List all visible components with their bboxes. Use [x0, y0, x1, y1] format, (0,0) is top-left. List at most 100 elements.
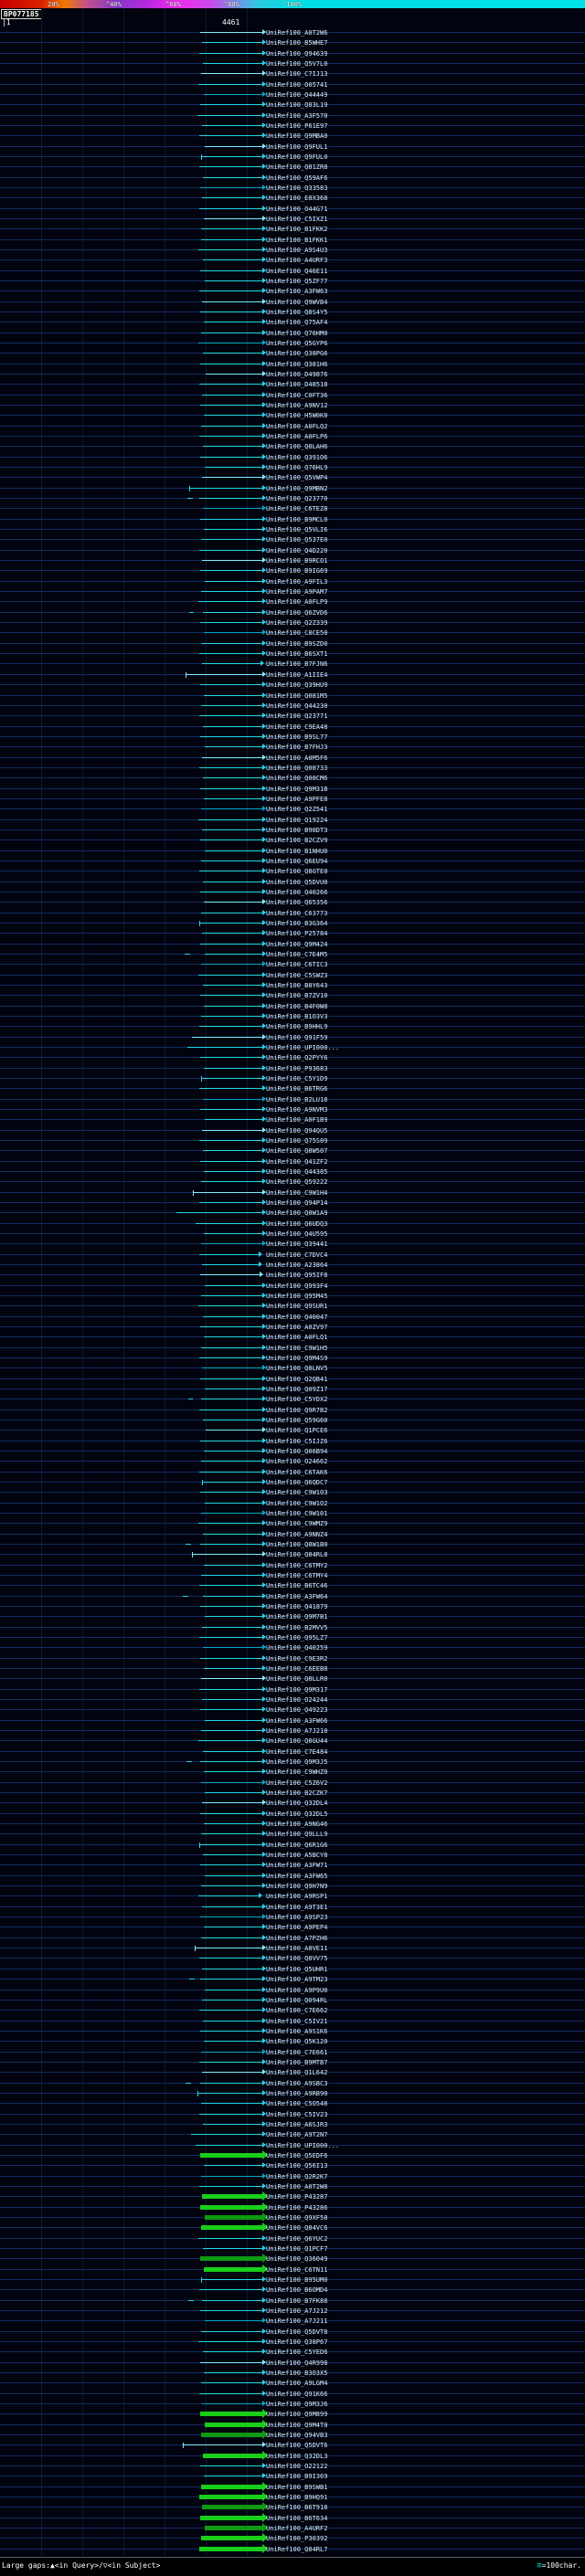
- hit-row: UniRef100_Q9FUL1: [0, 142, 585, 153]
- hit-bar: [200, 1492, 262, 1493]
- arrowhead-icon: [262, 2028, 266, 2033]
- row-guideline: [0, 1906, 585, 1907]
- hit-bar: [200, 2256, 262, 2261]
- hit-row: UniRef100_A9NG46: [0, 1819, 585, 1830]
- arrowhead-icon: [262, 2018, 266, 2023]
- arrowhead-icon: [262, 1665, 266, 1671]
- hit-bar: [205, 1388, 262, 1389]
- arrowhead-icon: [262, 1479, 266, 1484]
- hit-row: UniRef100_C0FT36: [0, 390, 585, 401]
- row-guideline: [0, 985, 585, 986]
- arrowhead-icon: [262, 70, 266, 76]
- arrowhead-icon: [262, 1075, 266, 1081]
- row-guideline: [0, 2083, 585, 2084]
- row-guideline: [0, 42, 585, 43]
- arrowhead-icon: [262, 91, 266, 97]
- hit-row: UniRef100_D48518: [0, 379, 585, 390]
- hit-bar: [199, 1409, 262, 1410]
- arrowhead-icon: [262, 1500, 266, 1505]
- hit-label: UniRef100_D48518: [266, 381, 328, 388]
- hit-row: UniRef100_Q9LLL9: [0, 1829, 585, 1840]
- hit-label: UniRef100_B1NHU0: [266, 848, 328, 855]
- hit-row: UniRef100_C7E661: [0, 2047, 585, 2058]
- row-guideline: [0, 1285, 585, 1286]
- hit-label: UniRef100_UPI000...: [266, 2142, 340, 2149]
- hit-bar: [196, 2145, 262, 2146]
- row-guideline: [0, 1699, 585, 1700]
- row-guideline: [0, 1016, 585, 1017]
- hit-start-tick: [189, 486, 190, 491]
- hit-row: UniRef100_A9NVM3: [0, 1104, 585, 1115]
- hit-start-tick: [193, 1190, 194, 1196]
- hit-label: UniRef100_Q9M4T0: [266, 2422, 328, 2429]
- row-guideline: [0, 860, 585, 861]
- hit-label: UniRef100_B6OMD4: [266, 2286, 328, 2294]
- hit-label: UniRef100_P30392: [266, 2535, 328, 2542]
- hit-label: UniRef100_A4URF3: [266, 257, 328, 264]
- row-guideline: [0, 1813, 585, 1814]
- hit-label: UniRef100_O22122: [266, 2463, 328, 2470]
- hit-bar: [201, 1295, 262, 1296]
- arrowhead-icon: [262, 268, 266, 273]
- row-guideline: [0, 2124, 585, 2125]
- hit-label: UniRef100_Q6UDQ3: [266, 1220, 328, 1228]
- hit-label: UniRef100_A4URF2: [266, 2525, 328, 2532]
- hit-row: UniRef100_Q49223: [0, 1705, 585, 1716]
- row-guideline: [0, 726, 585, 727]
- hit-bar: [201, 156, 262, 157]
- row-guideline: [0, 135, 585, 136]
- hit-row: UniRef100_B1NHU0: [0, 846, 585, 857]
- row-guideline: [0, 1388, 585, 1389]
- hit-bar: [199, 2062, 262, 2063]
- arrowhead-icon: [262, 1116, 266, 1122]
- hit-row: UniRef100_Q32DL3: [0, 2451, 585, 2462]
- hit-row: UniRef100_A8VE11: [0, 1943, 585, 1954]
- row-guideline: [0, 208, 585, 209]
- hit-row: UniRef100_C6TIC3: [0, 959, 585, 970]
- row-guideline: [0, 1771, 585, 1772]
- hit-row: UniRef100_B9SL77: [0, 732, 585, 743]
- hit-label: UniRef100_Q44449: [266, 91, 328, 99]
- hit-label: UniRef100_Q9M31B: [266, 786, 328, 793]
- hit-bar: [201, 539, 262, 540]
- row-guideline: [0, 1026, 585, 1027]
- arrowhead-icon: [262, 1924, 266, 1929]
- hit-label: UniRef100_Q9XF58: [266, 2214, 328, 2222]
- row-guideline: [0, 622, 585, 623]
- hit-label: UniRef100_Q36049: [266, 2255, 328, 2263]
- hit-row: UniRef100_A3FW66: [0, 1716, 585, 1726]
- row-guideline: [0, 663, 585, 664]
- arrowhead-icon: [262, 2482, 268, 2491]
- arrowhead-icon: [262, 1448, 266, 1453]
- hit-bar: [203, 508, 262, 509]
- hit-label: UniRef100_B5WHE7: [266, 39, 328, 47]
- row-guideline: [0, 1596, 585, 1597]
- row-guideline: [0, 1740, 585, 1741]
- hit-bar: [204, 529, 262, 530]
- hit-label: UniRef100_B6T918: [266, 2504, 328, 2511]
- hit-row: UniRef100_Q6YUC2: [0, 2233, 585, 2244]
- hit-bar: [202, 933, 262, 934]
- hit-label: UniRef100_Q2R2K7: [266, 2173, 328, 2180]
- hit-label: UniRef100_Q44385: [266, 1168, 328, 1176]
- row-guideline: [0, 1709, 585, 1710]
- hit-label: UniRef100_Q23771: [266, 713, 328, 720]
- arrowhead-icon: [262, 755, 266, 760]
- hit-row: UniRef100_B5WHE7: [0, 37, 585, 48]
- hit-bar: [202, 395, 262, 396]
- row-guideline: [0, 2413, 585, 2414]
- hit-label: UniRef100_Q46E11: [266, 268, 328, 275]
- hit-label: UniRef100_C6TN11: [266, 2266, 328, 2274]
- row-guideline: [0, 1854, 585, 1855]
- hit-label: UniRef100_C6TAK6: [266, 1469, 328, 1476]
- arrowhead-icon: [262, 1935, 266, 1940]
- arrowhead-icon: [262, 485, 266, 491]
- hit-row: UniRef100_C9W101: [0, 1508, 585, 1519]
- hit-row: UniRef100_B9I369: [0, 2471, 585, 2482]
- hit-bar: [203, 1099, 262, 1100]
- hit-bar: [199, 1140, 262, 1141]
- arrowhead-icon: [262, 2191, 268, 2201]
- row-guideline: [0, 467, 585, 468]
- row-guideline: [0, 674, 585, 675]
- hit-label: UniRef100_Q9FUL0: [266, 153, 328, 161]
